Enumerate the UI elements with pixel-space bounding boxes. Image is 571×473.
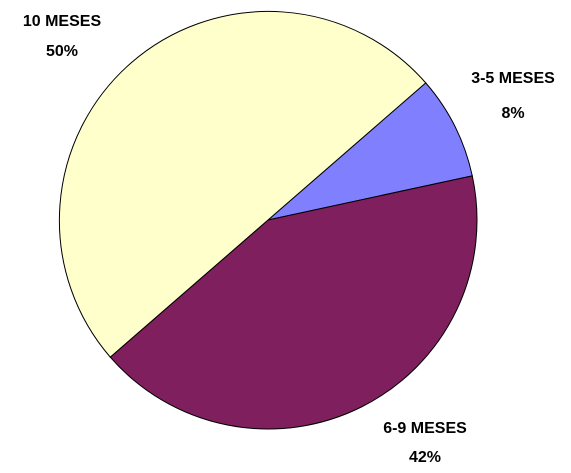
slice-label-10-meses: 10 MESES 50%: [23, 13, 102, 60]
slice-0-percent-label: 8%: [501, 105, 524, 122]
slice-2-category-label: 10 MESES: [23, 13, 102, 30]
slice-label-6-9-meses: 6-9 MESES 42%: [383, 420, 467, 466]
pie-slices: [58, 10, 478, 430]
pie-slice-6-9-meses: [109, 175, 478, 430]
pie-slice-3-5-meses: [267, 82, 473, 221]
slice-2-percent-label: 50%: [46, 43, 78, 60]
slice-1-percent-label: 42%: [409, 449, 441, 466]
slice-0-category-label: 3-5 MESES: [471, 70, 555, 87]
slice-1-category-label: 6-9 MESES: [383, 420, 467, 437]
pie-slice-10-meses: [58, 10, 427, 358]
slice-label-3-5-meses: 3-5 MESES 8%: [471, 70, 555, 122]
